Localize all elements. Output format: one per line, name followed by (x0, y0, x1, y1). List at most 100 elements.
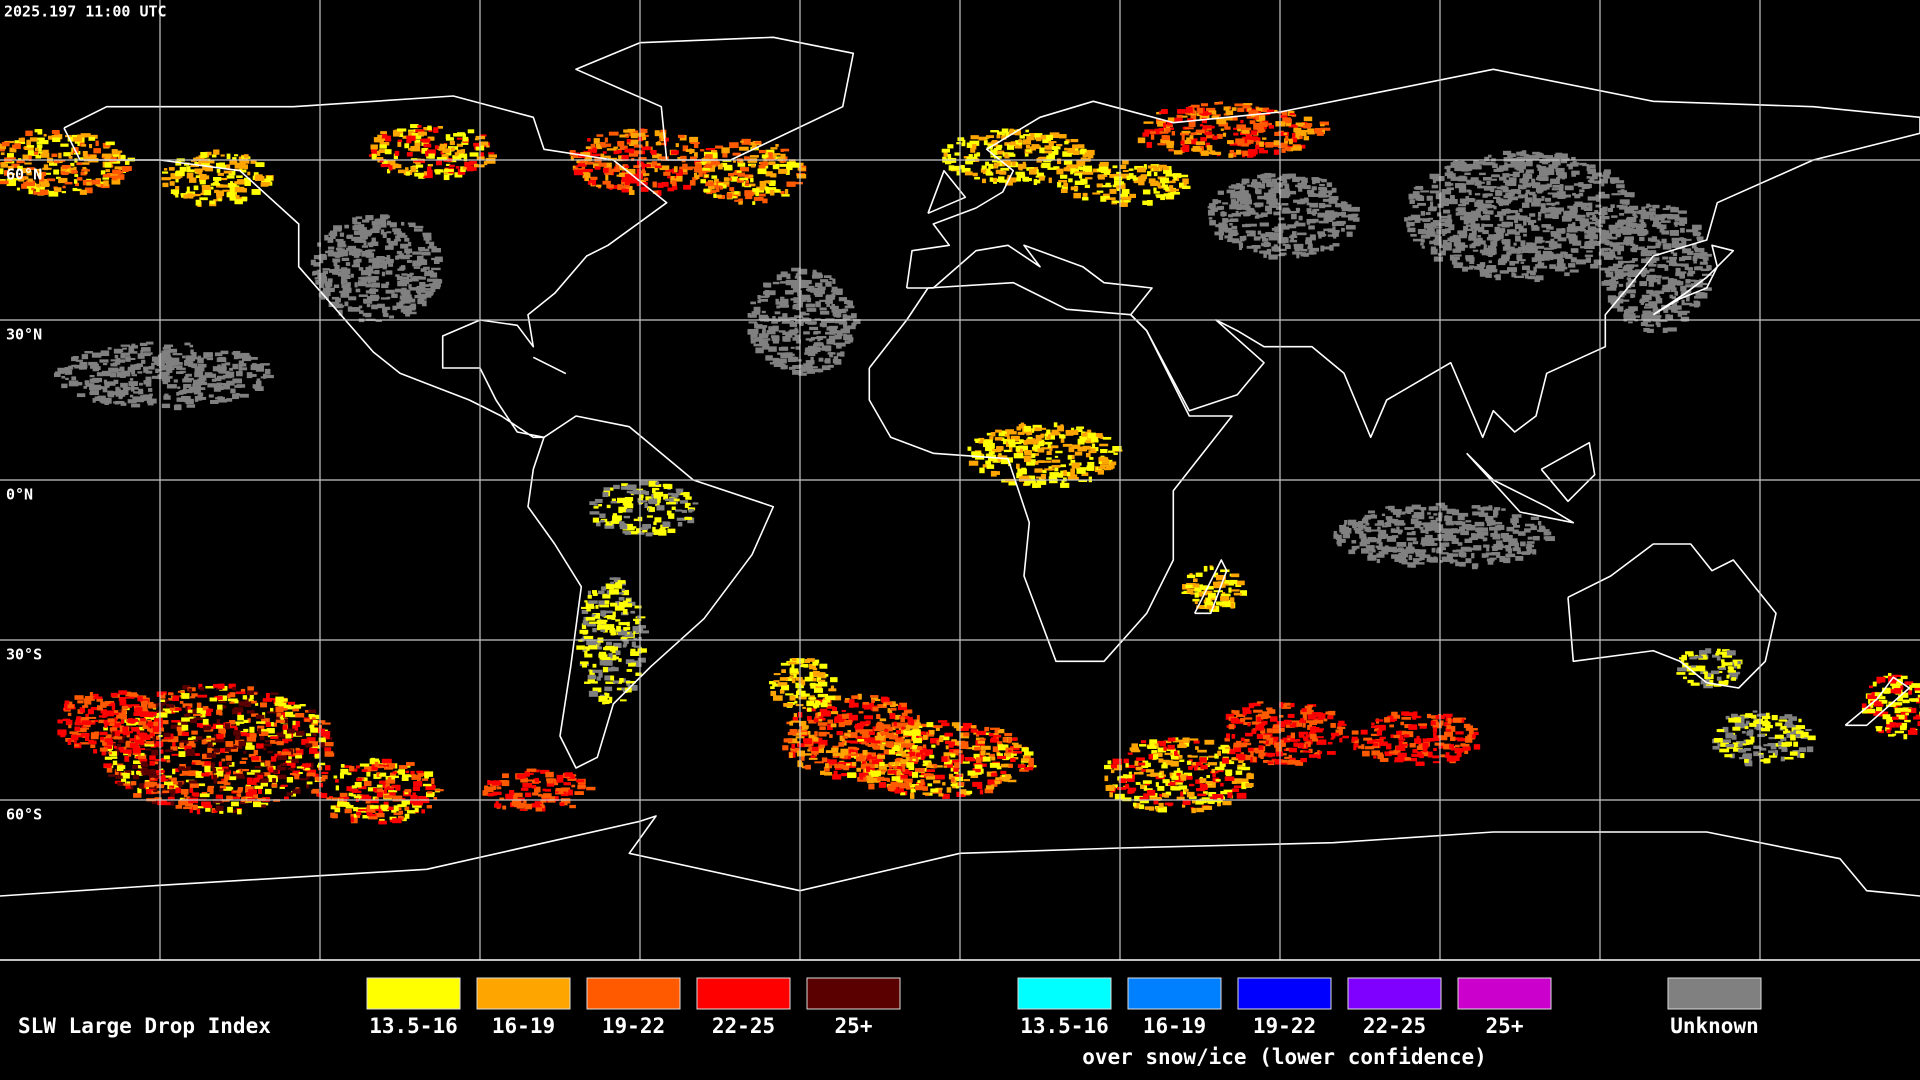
data-speckle (981, 178, 986, 184)
data-speckle (431, 267, 441, 271)
data-speckle (133, 760, 142, 765)
data-speckle (1255, 181, 1262, 187)
data-speckle (1555, 209, 1559, 213)
data-speckle (702, 167, 710, 171)
data-speckle (469, 152, 479, 157)
data-speckle (605, 521, 613, 526)
data-speckle (1047, 167, 1055, 170)
data-speckle (363, 298, 371, 303)
data-speckle (124, 769, 132, 776)
data-speckle (433, 258, 440, 265)
data-speckle (417, 125, 422, 128)
data-speckle (1169, 185, 1174, 190)
data-speckle (1049, 479, 1058, 484)
data-speckle (111, 731, 115, 738)
data-speckle (1010, 435, 1020, 442)
data-speckle (370, 228, 380, 234)
data-speckle (1648, 280, 1654, 287)
data-speckle (1220, 593, 1231, 597)
data-speckle (714, 184, 720, 189)
data-speckle (587, 679, 595, 684)
data-speckle (1636, 223, 1644, 230)
data-speckle (1620, 226, 1627, 229)
data-speckle (1539, 258, 1545, 262)
data-speckle (1087, 154, 1094, 159)
data-speckle (139, 743, 145, 747)
data-speckle (159, 703, 163, 710)
data-speckle (1322, 195, 1331, 198)
data-speckle (693, 152, 698, 159)
data-speckle (1578, 192, 1584, 197)
data-speckle (162, 182, 169, 188)
data-speckle (582, 649, 587, 652)
data-speckle (1512, 171, 1520, 178)
data-speckle (255, 162, 265, 168)
data-speckle (1511, 268, 1518, 273)
data-speckle (116, 771, 121, 776)
data-speckle (1439, 198, 1449, 203)
data-speckle (1488, 234, 1496, 237)
data-speckle (359, 234, 367, 240)
data-speckle (279, 702, 287, 707)
data-speckle (772, 163, 780, 170)
data-speckle (1555, 266, 1560, 271)
data-speckle (1426, 227, 1435, 233)
data-speckle (1535, 245, 1545, 249)
data-speckle (1246, 151, 1254, 158)
data-speckle (187, 706, 191, 711)
data-speckle (1664, 305, 1675, 310)
data-speckle (322, 270, 329, 275)
data-speckle (425, 239, 430, 244)
data-speckle (79, 189, 87, 195)
data-speckle (217, 683, 225, 689)
data-speckle (667, 492, 674, 496)
data-speckle (377, 263, 388, 269)
data-speckle (327, 253, 337, 257)
data-speckle (401, 294, 412, 298)
data-speckle (1687, 267, 1693, 271)
data-speckle (1443, 209, 1451, 214)
data-speckle (157, 800, 167, 806)
data-speckle (1027, 436, 1033, 439)
data-speckle (9, 147, 17, 153)
data-speckle (201, 739, 206, 745)
data-speckle (592, 590, 598, 594)
data-speckle (1693, 280, 1701, 283)
data-speckle (1560, 251, 1567, 255)
data-speckle (1609, 229, 1620, 234)
data-speckle (640, 161, 644, 165)
data-speckle (1531, 182, 1541, 189)
data-speckle (16, 159, 25, 164)
data-speckle (695, 163, 702, 169)
data-speckle (734, 199, 741, 202)
data-speckle (1546, 167, 1554, 172)
data-speckle (48, 190, 59, 197)
data-speckle (700, 149, 705, 152)
data-speckle (1694, 283, 1703, 288)
data-speckle (607, 615, 614, 620)
data-speckle (1604, 169, 1611, 172)
data-speckle (1077, 446, 1088, 452)
data-speckle (1467, 211, 1473, 217)
data-speckle (308, 741, 318, 747)
data-speckle (1540, 169, 1550, 176)
data-speckle (1208, 110, 1217, 115)
data-speckle (1118, 181, 1125, 185)
data-speckle (1652, 293, 1660, 297)
data-speckle (1018, 164, 1022, 170)
data-speckle (628, 151, 639, 157)
data-speckle (1102, 185, 1112, 188)
data-speckle (1703, 287, 1712, 291)
data-speckle (1631, 246, 1638, 253)
data-speckle (1318, 192, 1327, 198)
data-speckle (1312, 210, 1316, 216)
data-speckle (295, 712, 305, 718)
data-speckle (605, 693, 610, 699)
data-speckle (624, 165, 630, 168)
data-speckle (1244, 199, 1253, 205)
data-speckle (319, 276, 324, 282)
data-speckle (348, 296, 357, 301)
data-speckle (629, 531, 638, 535)
data-speckle (1234, 186, 1240, 190)
data-speckle (383, 312, 389, 318)
